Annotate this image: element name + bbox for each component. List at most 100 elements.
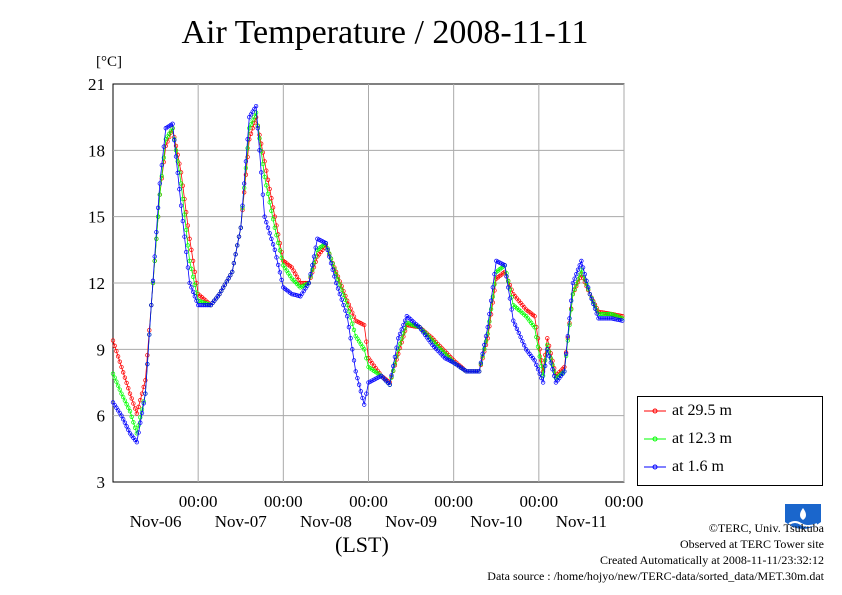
series-point-2 [333,280,339,286]
series-point-2 [222,282,228,287]
series-point-2 [240,203,245,208]
series-point-1 [245,145,250,151]
series-point-0 [187,236,192,241]
series-point-2 [540,380,546,385]
series-point-1 [252,114,257,119]
series-point-2 [189,285,194,290]
series-point-2 [577,263,582,268]
series-point-1 [115,383,121,388]
series-point-2 [504,274,509,279]
series-point-0 [143,378,148,383]
series-point-0 [119,364,124,370]
y-tick-label: 15 [88,208,105,227]
series-point-2 [550,367,555,372]
series-point-2 [520,338,525,344]
series-point-2 [325,247,330,252]
series-point-0 [117,359,122,364]
series-point-2 [487,311,492,317]
series-point-0 [192,269,197,275]
series-point-0 [136,404,141,409]
series-point-2 [341,302,346,308]
series-point-1 [339,287,344,292]
series-point-1 [274,233,279,238]
series-point-2 [245,137,250,142]
series-point-2 [260,192,266,197]
series-point-1 [250,118,255,123]
series-point-1 [262,174,267,180]
series-point-2 [270,242,276,247]
series-point-1 [126,405,131,410]
legend-label-1m: at 1.6 m [672,458,724,475]
series-point-2 [516,330,521,336]
series-point-2 [170,121,175,126]
series-point-1 [122,398,128,403]
series-point-0 [543,352,548,358]
series-point-2 [233,252,238,257]
series-point-2 [539,375,544,381]
series-point-0 [245,154,250,160]
series-point-1 [265,191,271,196]
series-point-1 [175,159,180,164]
legend-marker-12m [644,436,666,442]
series-point-2 [391,363,396,369]
series-point-0 [269,196,274,201]
series-point-0 [145,353,150,358]
series-point-2 [490,285,495,290]
series-point-2 [543,363,548,369]
series-point-2 [274,255,279,260]
series-point-0 [112,343,117,348]
series-point-0 [362,322,367,328]
series-point-1 [570,291,576,297]
series-point-1 [532,325,537,330]
series-point-1 [272,225,277,230]
series-point-2 [330,267,335,272]
series-point-2 [485,325,490,330]
series-point-2 [242,181,247,186]
series-point-2 [534,362,539,367]
y-tick-label: 3 [97,473,106,492]
series-point-0 [134,411,139,416]
series-point-2 [279,277,284,283]
series-point-2 [138,420,143,425]
series-point-2 [507,296,513,301]
series-point-2 [514,326,520,331]
series-point-2 [339,297,344,302]
series-point-1 [199,299,204,305]
series-point-2 [502,263,507,268]
series-point-2 [362,402,367,407]
series-point-1 [350,321,355,326]
series-point-1 [182,212,187,217]
series-point-1 [609,311,614,317]
series-point-2 [591,301,596,306]
series-point-2 [488,298,494,303]
series-point-2 [569,298,574,303]
series-point-2 [259,170,264,175]
series-point-2 [552,373,557,379]
series-point-2 [220,285,226,290]
series-point-1 [572,287,577,292]
series-point-2 [173,154,179,159]
series-point-2 [579,258,584,264]
series-point-2 [236,234,242,239]
series-point-2 [192,294,197,299]
series-point-1 [260,161,266,167]
series-point-2 [235,243,240,248]
series-point-1 [335,277,341,282]
series-point-2 [206,302,212,308]
chart-title: Air Temperature / 2008-11-11 [181,14,589,51]
series-point-2 [267,231,272,236]
series-point-2 [348,336,353,341]
series-point-1 [534,334,539,340]
series-point-2 [228,272,233,278]
series-point-0 [243,172,249,177]
series-point-2 [587,291,593,297]
series-point-2 [548,360,553,365]
series-point-1 [178,181,184,186]
terc-logo-icon [785,504,821,529]
series-point-2 [364,391,369,396]
series-point-1 [488,306,494,312]
series-point-2 [358,389,363,394]
y-tick-label: 18 [88,141,105,160]
series-point-2 [509,307,514,312]
